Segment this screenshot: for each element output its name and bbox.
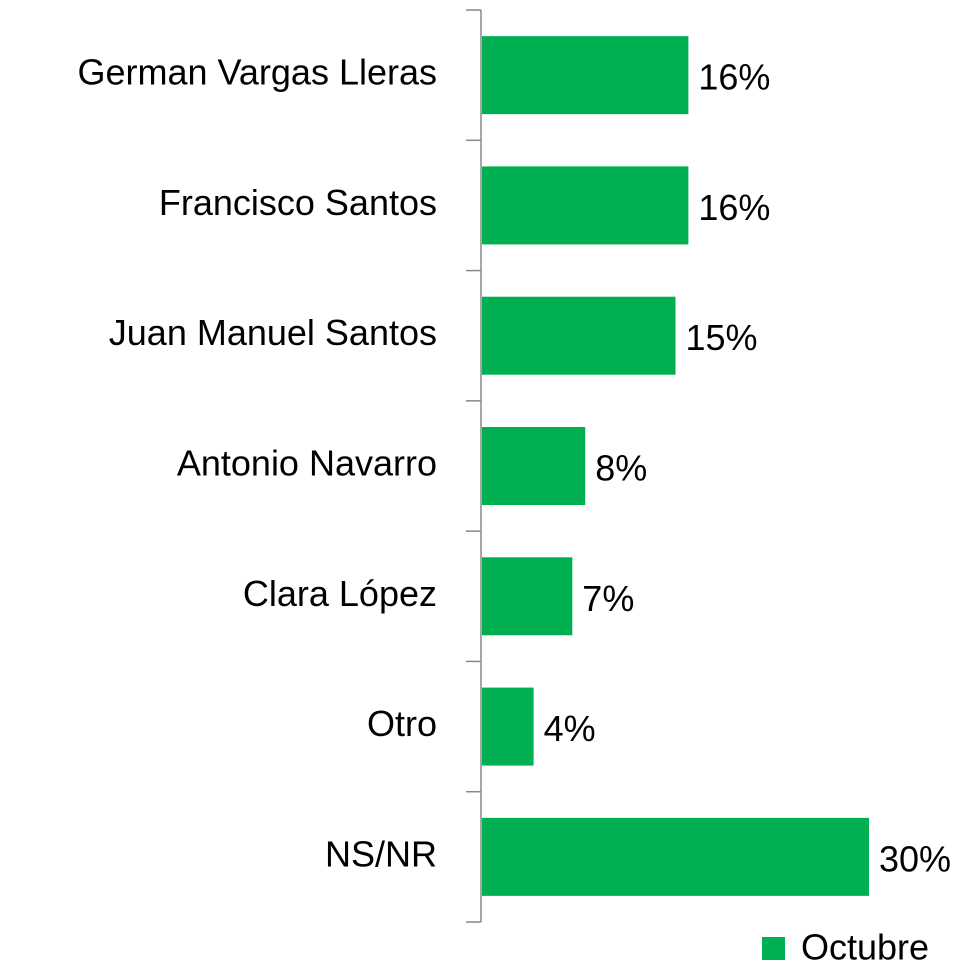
value-label: 8% — [595, 448, 647, 489]
bar — [482, 166, 689, 245]
value-label: 4% — [544, 708, 596, 749]
bar — [482, 296, 676, 375]
category-label: Juan Manuel Santos — [109, 312, 437, 353]
value-label: 7% — [582, 578, 634, 619]
value-label: 15% — [686, 317, 758, 358]
value-label: 16% — [698, 187, 770, 228]
bar — [482, 817, 869, 896]
value-label: 30% — [879, 838, 951, 879]
bar — [482, 427, 586, 505]
category-label: German Vargas Lleras — [78, 52, 438, 93]
category-label: Francisco Santos — [159, 182, 437, 223]
category-label: Clara López — [243, 573, 437, 614]
category-label: Antonio Navarro — [177, 443, 437, 484]
legend-swatch — [762, 937, 785, 960]
bar — [482, 687, 534, 766]
bar — [482, 36, 689, 115]
legend-label: Octubre — [801, 927, 929, 968]
category-label: NS/NR — [325, 833, 437, 874]
bar — [482, 557, 573, 636]
value-label: 16% — [698, 57, 770, 98]
category-label: Otro — [367, 703, 437, 744]
